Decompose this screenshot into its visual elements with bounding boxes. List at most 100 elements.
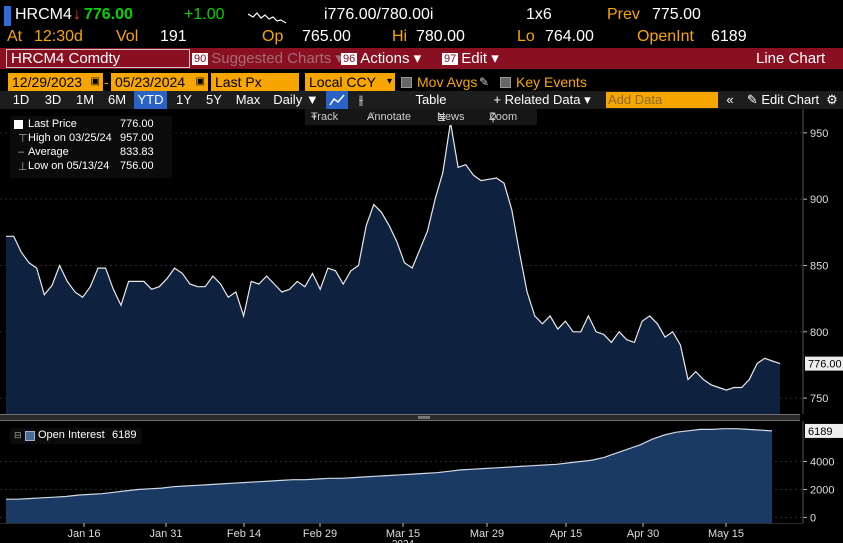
legend-last-value: 776.00 <box>120 118 154 130</box>
pencil-icon[interactable]: ✎ <box>479 75 490 89</box>
news-icon: ≣ <box>437 112 447 124</box>
panel-divider[interactable] <box>0 414 800 421</box>
end-date-value: 05/23/2024 <box>115 74 186 90</box>
period-3d[interactable]: 3D <box>44 92 62 107</box>
start-date-value: 12/29/2023 <box>12 74 83 90</box>
related-data-button[interactable]: + Related Data ▾ <box>490 91 594 109</box>
period-5y[interactable]: 5Y <box>206 92 222 107</box>
calendar-icon[interactable]: ▣ <box>90 76 100 87</box>
last-value-label: 776.00 <box>808 359 842 371</box>
open-interest-legend[interactable]: ⊟ Open Interest 6189 <box>10 428 142 444</box>
down-arrow-icon: ↓ <box>73 6 81 23</box>
low-marker-icon: ⊥ <box>18 161 28 173</box>
legend-average: – Average 833.83 <box>14 146 172 160</box>
sparkline-icon <box>248 12 287 24</box>
price-area <box>6 122 780 415</box>
ticker[interactable]: HRCM4 <box>15 6 72 23</box>
edit-chart-button[interactable]: ✎ Edit Chart <box>743 91 823 109</box>
x-tick-label: Feb 29 <box>303 528 337 540</box>
suggested-charts-menu[interactable]: 90 Suggested Charts ▾ <box>192 48 343 69</box>
period-1m[interactable]: 1M <box>75 92 95 107</box>
prev-value: 775.00 <box>652 6 701 23</box>
settings-gear-icon[interactable]: ⚙ <box>826 92 838 107</box>
x-tick-label: Jan 31 <box>149 528 182 540</box>
price-chart[interactable]: 750 800 850 900 950 776.00 <box>0 109 843 415</box>
last-value-flag <box>805 356 843 371</box>
add-data-input[interactable]: Add Data <box>606 92 718 108</box>
period-ytd[interactable]: YTD <box>134 91 167 109</box>
field-value: Last Px <box>215 74 262 90</box>
edit-label: Edit <box>461 50 488 67</box>
y-tick-label: 950 <box>810 128 828 140</box>
quote-line-2: At 12:30d Vol 191 Op 765.00 Hi 780.00 Lo… <box>0 28 843 48</box>
suggested-charts-number: 90 <box>192 53 209 65</box>
divider-grip[interactable] <box>418 416 430 419</box>
period-max[interactable]: Max <box>235 92 261 107</box>
table-button[interactable]: Table <box>415 92 447 107</box>
dropdown-arrow-icon: ▾ <box>409 50 422 67</box>
open-interest-chart[interactable]: 0 2000 4000 6189 <box>0 421 843 524</box>
y-tick-label: 850 <box>810 260 828 272</box>
legend-high-label: High on 03/25/24 <box>28 132 112 144</box>
chart-parameters: 12/29/2023 ▣ - 05/23/2024 ▣ Last Px Loca… <box>0 73 843 91</box>
period-1y[interactable]: 1Y <box>176 92 192 107</box>
line-chart-icon[interactable] <box>326 91 348 109</box>
edit-menu[interactable]: 97 Edit ▾ <box>442 48 499 69</box>
open-interest-svg: 0 2000 4000 6189 <box>0 421 843 524</box>
end-date-field[interactable]: 05/23/2024 ▣ <box>111 73 208 91</box>
bid-ask: i776.00/780.00i <box>324 6 434 23</box>
magnifier-icon: ⚲ <box>489 112 498 124</box>
dropdown-arrow-icon: ▾ <box>580 92 591 107</box>
low-label: Lo <box>517 28 535 45</box>
x-tick-label: Feb 14 <box>227 528 261 540</box>
frequency-select[interactable]: Daily ▼ <box>270 91 322 109</box>
legend-last-price[interactable]: Last Price 776.00 <box>14 118 172 132</box>
vol-label: Vol <box>116 28 139 45</box>
mov-avgs-checkbox[interactable] <box>401 77 412 88</box>
chart-type-label: Line Chart <box>756 50 826 67</box>
period-1d[interactable]: 1D <box>12 92 30 107</box>
x-axis-svg: Jan 16 Jan 31 Feb 14 Feb 29 Mar 15 Mar 29 Apr … <box>0 522 803 543</box>
news-label: News <box>437 111 465 123</box>
average-marker-icon: – <box>18 146 25 158</box>
price-line <box>6 122 781 391</box>
price-legend: Last Price 776.00 ⊤ High on 03/25/24 957… <box>10 116 172 178</box>
high-label: Hi <box>392 28 408 45</box>
x-tick-label: Mar 29 <box>470 528 504 540</box>
quote-line-1: HRCM4 ↓ 776.00 +1.00 i776.00/780.00i 1x6… <box>0 6 843 28</box>
key-events-checkbox[interactable] <box>500 77 511 88</box>
last-value-label: 6189 <box>808 426 832 438</box>
last-price: 776.00 <box>84 6 133 23</box>
candlestick-icon[interactable]: ⫲ <box>358 92 364 107</box>
related-data-label: + Related Data <box>493 92 581 107</box>
collapse-toggle-icon[interactable]: ⊟ <box>14 430 22 440</box>
x-axis-year: 2024 <box>392 539 415 543</box>
dropdown-arrow-icon: ▾ <box>331 50 344 67</box>
track-label: Track <box>311 111 339 123</box>
security-marker <box>4 6 11 26</box>
mov-avgs-label: Mov Avgs <box>417 74 478 90</box>
edit-chart-label: Edit Chart <box>761 92 820 107</box>
collapse-icon[interactable]: « <box>726 92 734 107</box>
field-select[interactable]: Last Px <box>211 73 299 91</box>
open-interest-line <box>6 428 773 500</box>
y-tick-label: 0 <box>810 512 816 523</box>
actions-menu[interactable]: 96 Actions ▾ <box>341 48 421 69</box>
start-date-field[interactable]: 12/29/2023 ▣ <box>8 73 103 91</box>
line-tool-icon: ⟋ <box>367 111 375 123</box>
open-value: 765.00 <box>302 28 351 45</box>
open-label: Op <box>262 28 284 45</box>
x-tick-label: Jan 16 <box>67 528 100 540</box>
legend-low: ⊥ Low on 05/13/24 756.00 <box>14 160 172 174</box>
legend-swatch <box>14 120 23 129</box>
security-field[interactable]: HRCM4 Comdty <box>6 49 190 68</box>
trade-time: 12:30d <box>34 28 83 45</box>
legend-high: ⊤ High on 03/25/24 957.00 <box>14 132 172 146</box>
actions-number: 96 <box>341 53 358 65</box>
period-6m[interactable]: 6M <box>107 92 127 107</box>
legend-avg-value: 833.83 <box>120 146 154 158</box>
y-tick-label: 800 <box>810 327 828 339</box>
x-tick-label: Apr 30 <box>627 528 659 540</box>
currency-select[interactable]: Local CCY ▾ <box>305 73 395 91</box>
calendar-icon[interactable]: ▣ <box>195 76 205 87</box>
